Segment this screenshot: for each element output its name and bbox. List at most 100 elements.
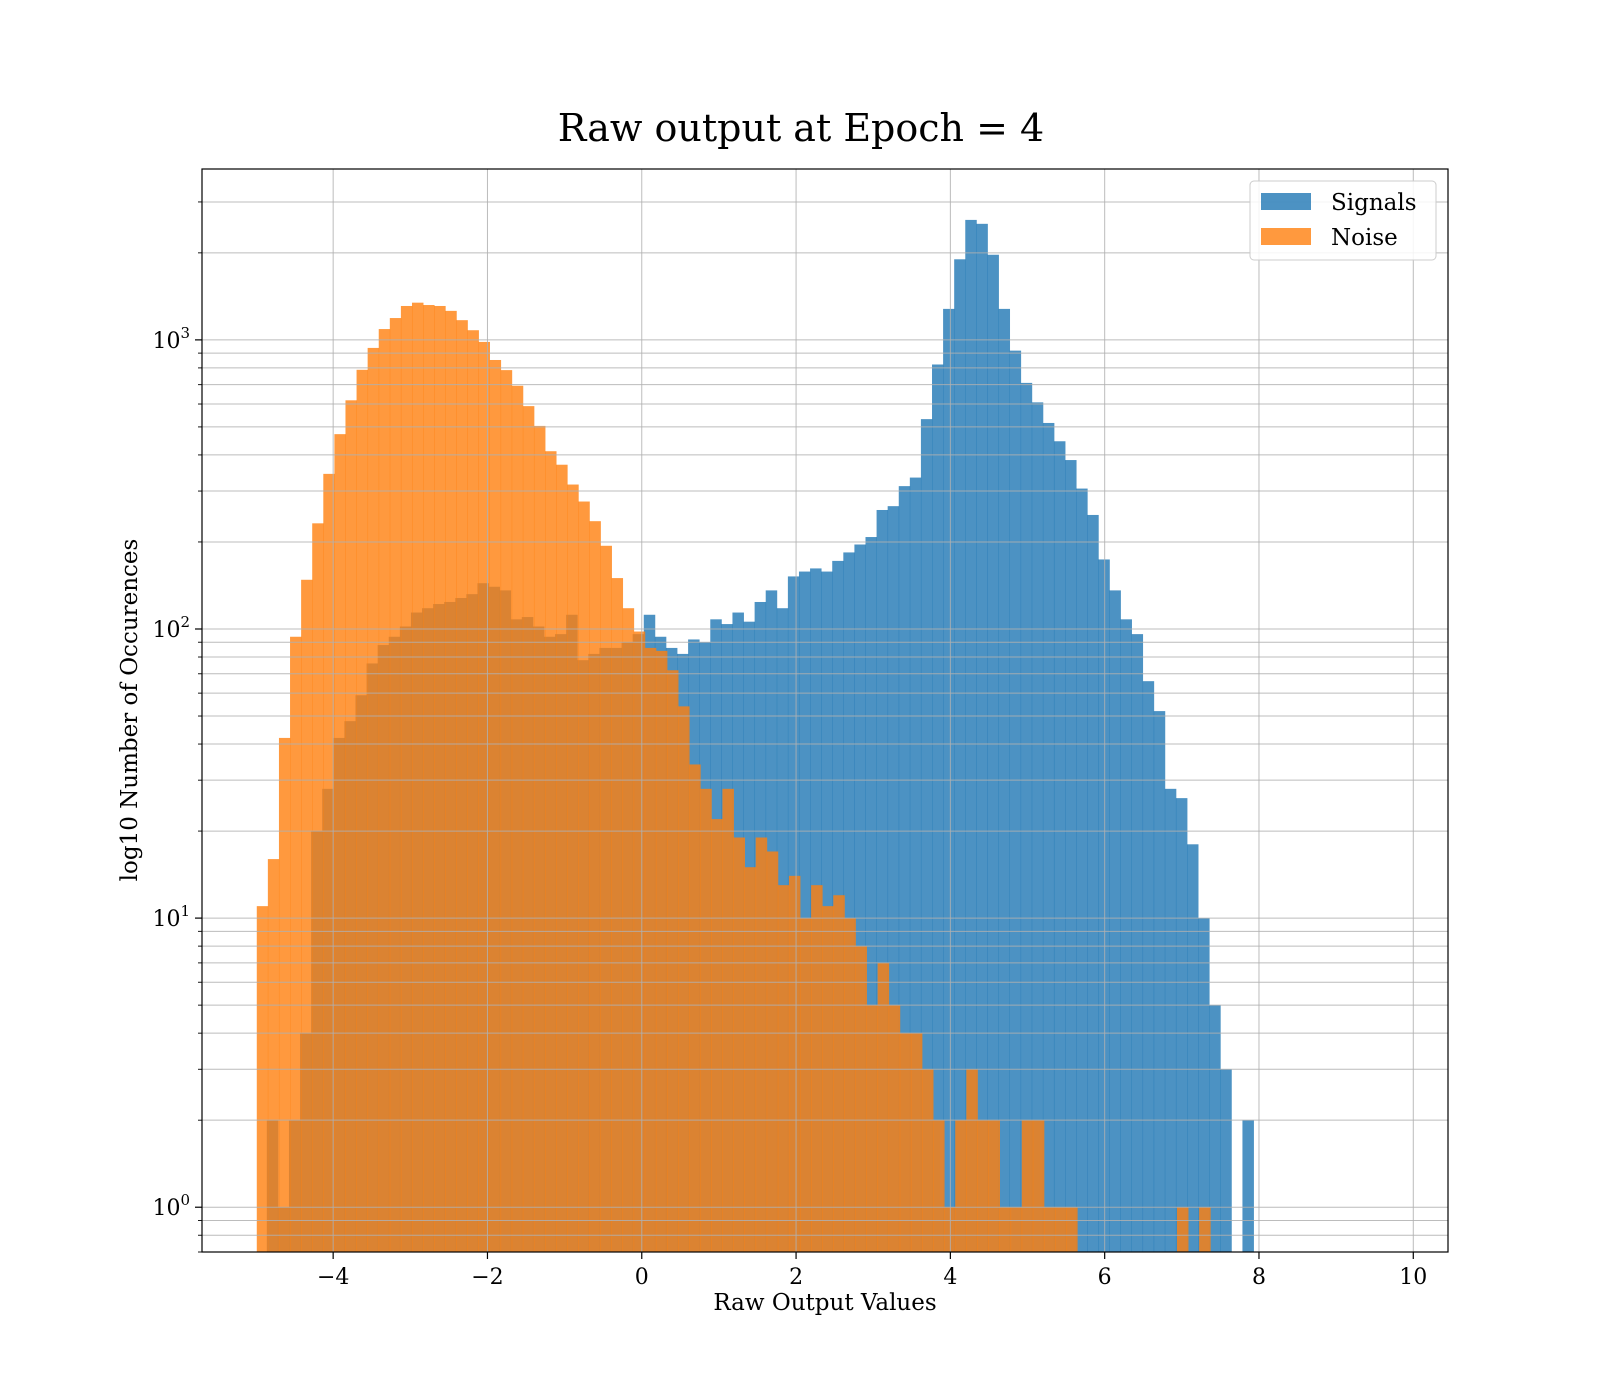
noise-bar <box>500 370 513 1252</box>
signals-bar <box>965 219 977 1252</box>
noise-bar <box>389 318 402 1252</box>
noise-bar <box>1032 1120 1045 1252</box>
signals-bar <box>1164 788 1177 1252</box>
noise-bar <box>766 851 779 1252</box>
noise-bar <box>877 962 890 1252</box>
x-tick-label: 10 <box>1399 1265 1427 1290</box>
chart-title: Raw output at Epoch = 4 <box>558 106 1044 150</box>
legend: Signals Noise <box>1249 180 1437 261</box>
signals-bar <box>1209 1005 1221 1252</box>
noise-bar <box>966 1069 978 1252</box>
noise-bar <box>378 329 391 1252</box>
signals-bar <box>898 486 911 1252</box>
noise-bar <box>822 906 834 1252</box>
noise-bar <box>578 501 590 1252</box>
noise-bar <box>456 320 468 1252</box>
noise-bar <box>988 1120 1000 1252</box>
signals-bar <box>1009 350 1022 1252</box>
signals-bar <box>1053 441 1066 1252</box>
noise-bar <box>833 895 845 1252</box>
signals-bar <box>1153 711 1166 1252</box>
x-tick-label: 8 <box>1252 1265 1266 1290</box>
signals-bar <box>1198 918 1210 1252</box>
noise-bar <box>933 1120 945 1252</box>
signals-bar <box>798 571 811 1252</box>
noise-bar <box>955 1120 967 1252</box>
noise-bar <box>567 484 579 1252</box>
plot-frame <box>201 168 1449 1253</box>
y-axis-label: log10 Number of Occurences <box>117 539 143 882</box>
noise-bar <box>301 579 313 1252</box>
signals-bar <box>1076 488 1088 1252</box>
x-axis-ticks: −4 −2 0 2 4 6 8 10 <box>317 1252 1427 1290</box>
signals-bar <box>1020 382 1033 1252</box>
noise-bar <box>1010 1207 1023 1252</box>
noise-bar <box>755 837 768 1252</box>
signals-bar <box>1120 619 1132 1252</box>
y-tick-label: 101 <box>152 902 190 932</box>
noise-bar <box>700 788 712 1252</box>
noise-bar <box>844 918 856 1252</box>
y-axis-ticks: 100 101 102 103 <box>152 201 202 1253</box>
noise-bar <box>511 385 524 1252</box>
noise-bar <box>678 706 690 1252</box>
noise-bar <box>921 1069 934 1252</box>
noise-bar <box>445 310 457 1252</box>
noise-bar <box>1199 1207 1211 1252</box>
noise-bar <box>267 859 280 1252</box>
signals-bar <box>1242 1120 1254 1252</box>
noise-bar <box>711 819 723 1252</box>
noise-bar <box>411 302 424 1252</box>
noise-bar <box>811 885 823 1252</box>
noise-bar <box>522 406 535 1252</box>
signals-bar <box>1220 1069 1232 1252</box>
noise-bar <box>855 946 867 1252</box>
noise-bar <box>910 1033 923 1252</box>
noise-bar <box>367 347 380 1252</box>
noise-bar <box>256 906 269 1252</box>
signals-bar <box>932 364 944 1252</box>
signals-bar <box>865 537 877 1252</box>
noise-bar <box>356 369 369 1252</box>
noise-bar <box>600 545 612 1252</box>
noise-bar <box>777 885 790 1252</box>
noise-bar <box>434 305 446 1253</box>
noise-bar <box>888 1005 901 1252</box>
noise-bar <box>533 425 546 1252</box>
noise-bar <box>290 636 302 1252</box>
noise-bar <box>278 737 291 1252</box>
noise-bar <box>633 631 646 1252</box>
signals-bar <box>1087 514 1099 1252</box>
signals-bar <box>909 477 922 1252</box>
noise-bar <box>423 305 435 1252</box>
noise-bar <box>622 608 635 1252</box>
signals-bar <box>954 259 966 1252</box>
y-tick-label: 103 <box>152 324 190 354</box>
noise-bar <box>999 1207 1012 1252</box>
signals-bar <box>887 506 900 1252</box>
legend-label-noise: Noise <box>1331 225 1398 251</box>
signals-bar <box>1065 460 1077 1252</box>
noise-bar <box>400 305 413 1253</box>
noise-bar <box>323 473 335 1252</box>
noise-bar <box>1021 1120 1034 1252</box>
x-axis-label: Raw Output Values <box>713 1290 936 1316</box>
y-tick-label: 100 <box>152 1191 190 1221</box>
noise-bar <box>589 521 601 1252</box>
x-tick-label: 4 <box>943 1265 957 1290</box>
noise-bar <box>655 650 668 1252</box>
signals-bar <box>1187 844 1199 1252</box>
noise-bar <box>733 837 745 1252</box>
x-tick-label: −4 <box>317 1265 349 1290</box>
noise-bar <box>744 867 757 1252</box>
noise-bar <box>334 434 346 1252</box>
noise-bar <box>866 1005 879 1252</box>
noise-bar <box>800 918 812 1252</box>
noise-bar <box>611 578 624 1252</box>
grid-lines <box>202 169 1448 1253</box>
noise-bar <box>1176 1207 1189 1252</box>
noise-bar <box>467 330 479 1253</box>
noise-bars <box>256 302 1211 1253</box>
noise-bar <box>1055 1207 1067 1252</box>
